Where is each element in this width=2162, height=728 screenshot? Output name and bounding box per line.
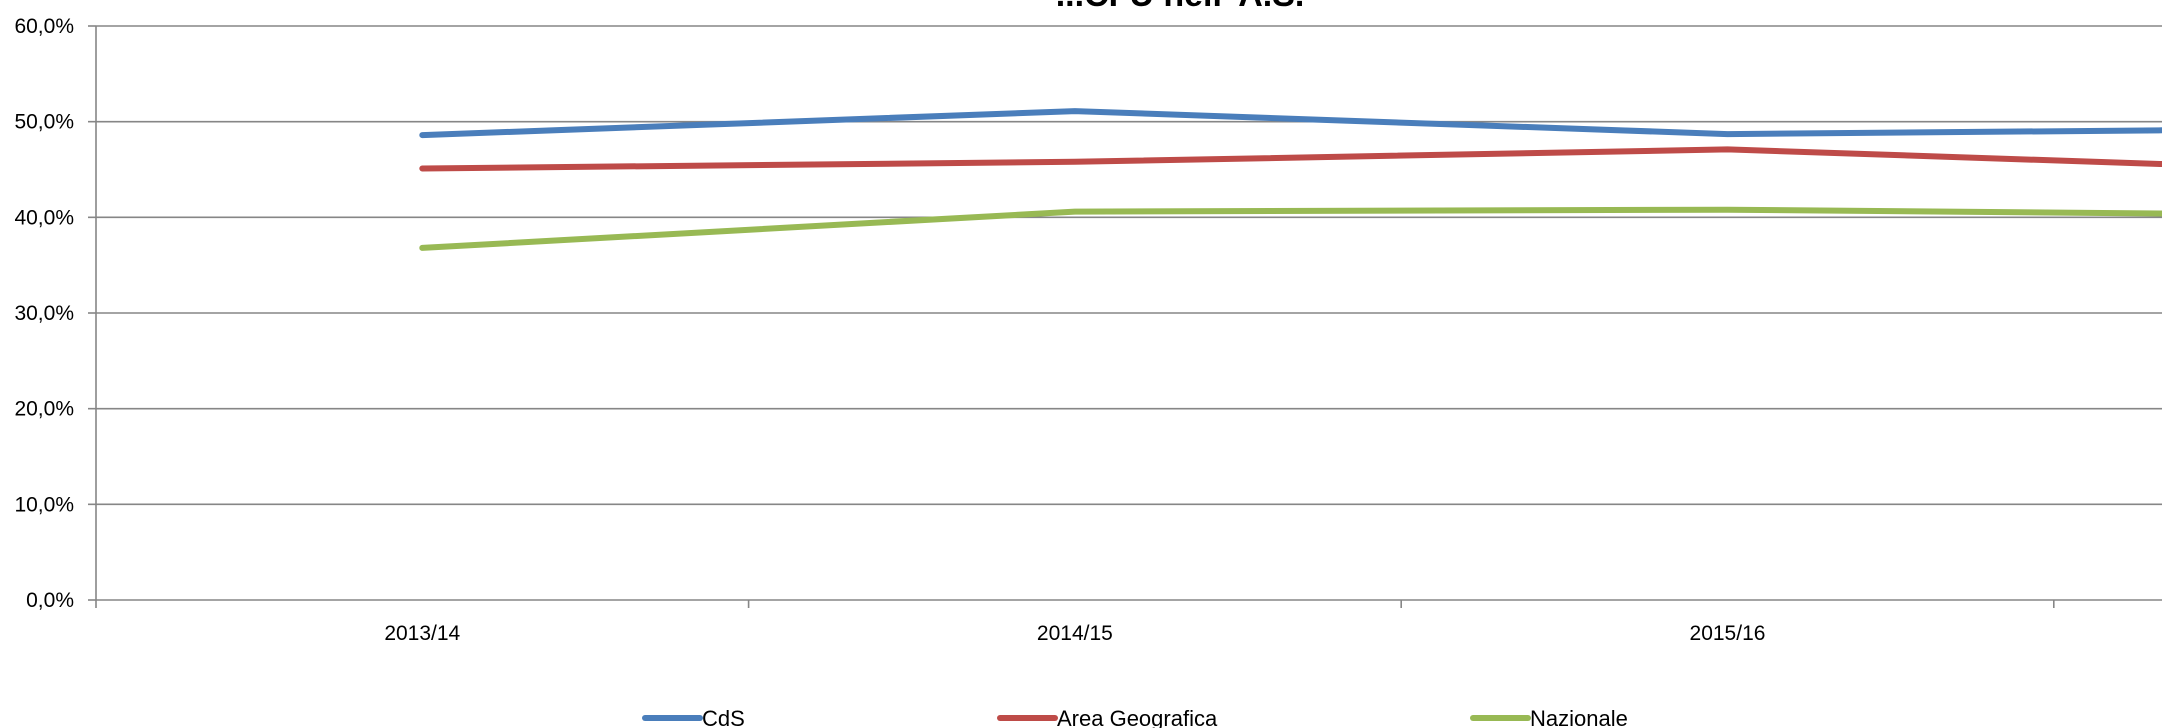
y-tick-label: 30,0% (14, 302, 74, 325)
y-axis-ticks: 0,0% 10,0% 20,0% 30,0% 40,0% 50,0% 60,0% (14, 15, 96, 612)
y-tick-label: 20,0% (14, 398, 74, 421)
y-tick-label: 40,0% (14, 206, 74, 229)
y-tick-label: 0,0% (26, 589, 74, 612)
y-tick-label: 60,0% (14, 15, 74, 38)
series-line-area-geografica (419, 146, 2162, 172)
chart-title: ...CFU nell' A.S. (1056, 0, 1305, 14)
y-tick-label: 50,0% (14, 111, 74, 134)
x-tick-label: 2015/16 (1690, 622, 1766, 645)
series-line-nazionale (419, 206, 2162, 251)
series-line-cds (419, 108, 2162, 139)
series-lines (419, 108, 2162, 251)
gridlines (96, 25, 2162, 506)
x-tick-label: 2013/14 (384, 622, 460, 645)
legend-label: Area Geografica (1057, 706, 1218, 728)
y-tick-label: 10,0% (14, 493, 74, 516)
legend: CdS Area Geografica Nazionale (642, 706, 1628, 728)
legend-label: Nazionale (1530, 706, 1628, 728)
legend-label: CdS (702, 706, 745, 728)
x-tick-label: 2014/15 (1037, 622, 1113, 645)
